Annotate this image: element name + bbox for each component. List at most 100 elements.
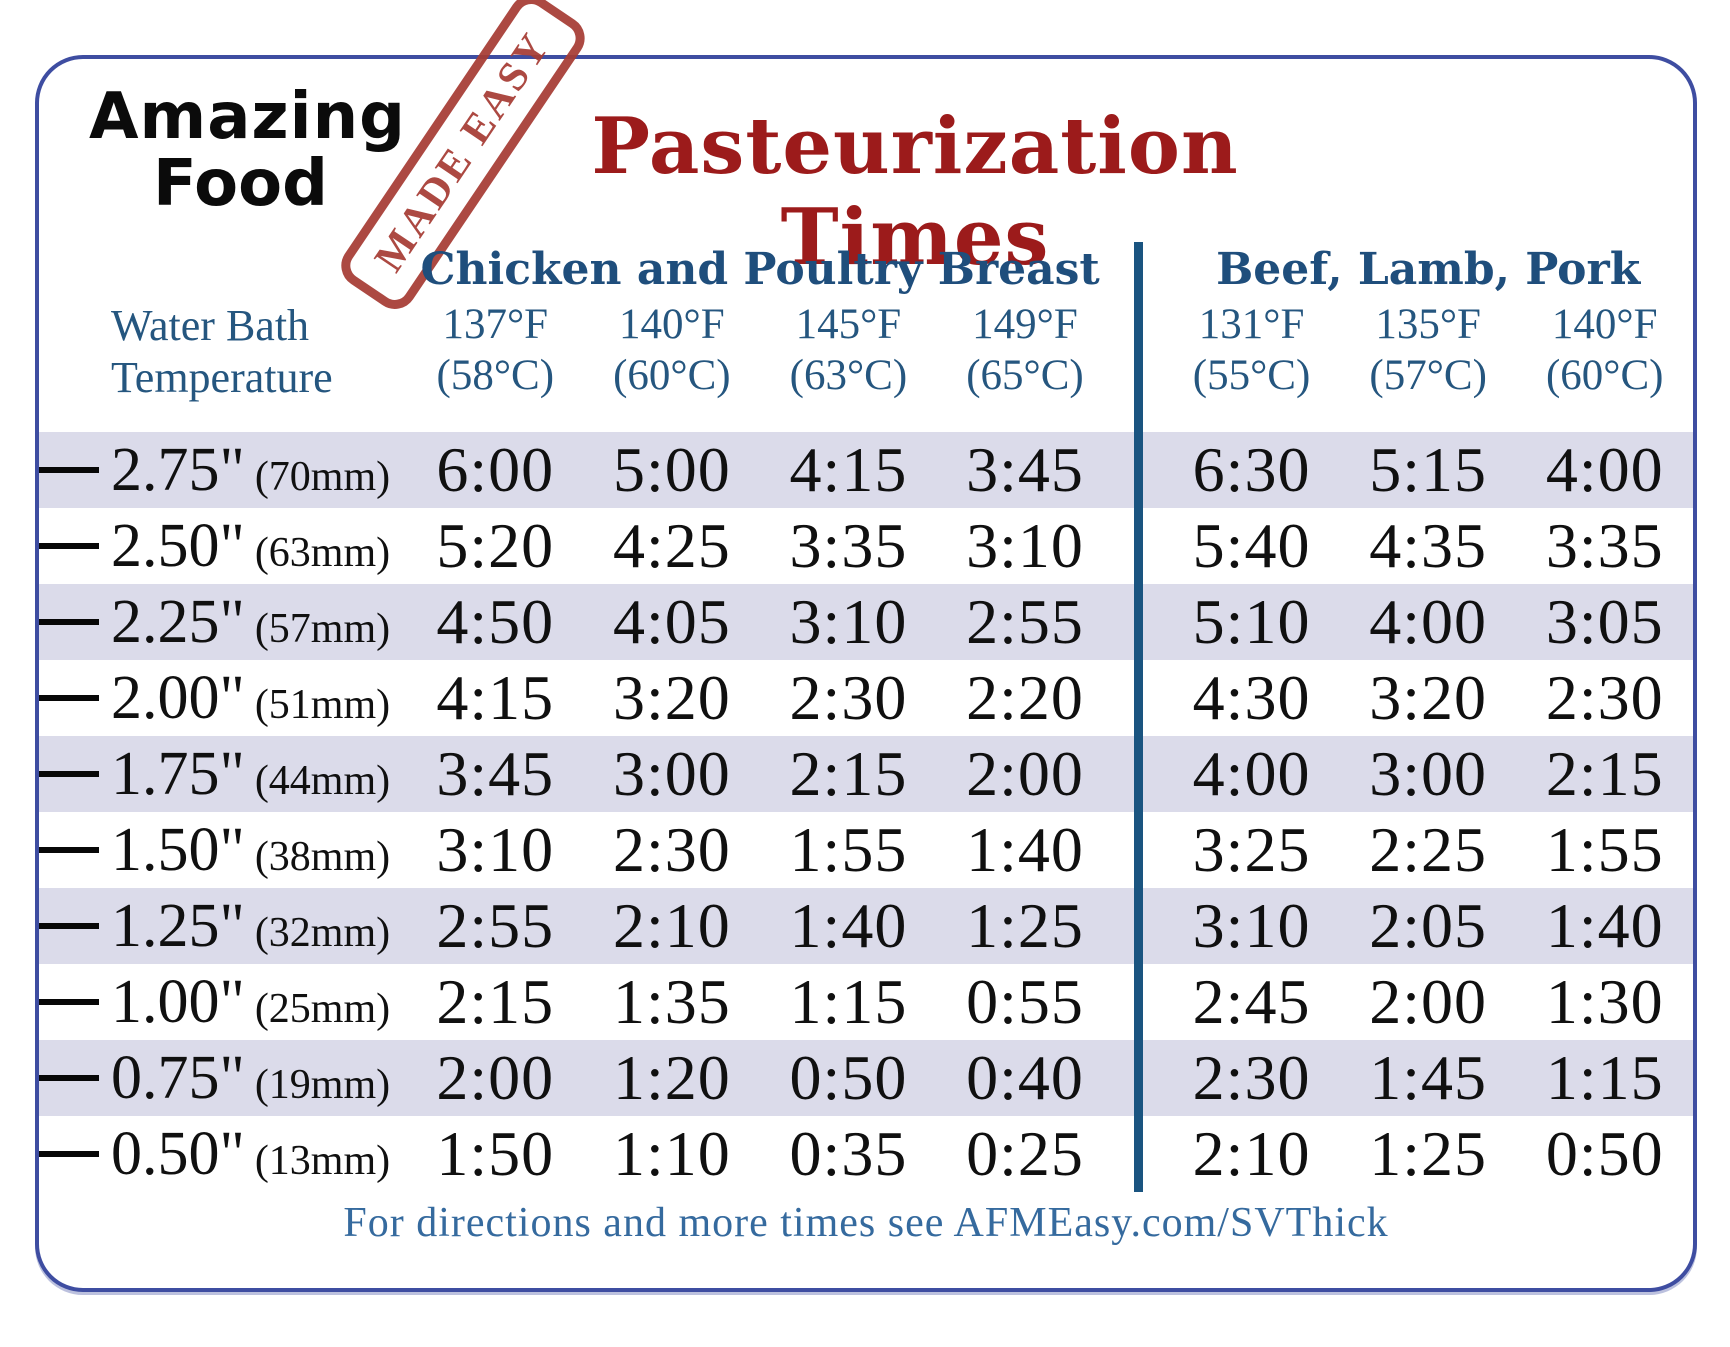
table-row: 2.75" (70mm) 6:00 5:00 4:15 3:45 6:30 5:… — [39, 432, 1693, 508]
pasteurization-card: Amazing Food MADE EASY Pasteurization Ti… — [35, 0, 1697, 1292]
beef-time-cell: 2:25 — [1369, 814, 1488, 885]
section-divider-line — [1133, 1116, 1143, 1192]
chicken-group-header: Chicken and Poultry Breast — [420, 243, 1100, 295]
beef-time-cell: 3:25 — [1192, 814, 1311, 885]
chicken-time-cell: 3:10 — [436, 814, 555, 885]
beef-time-cell: 2:30 — [1545, 662, 1664, 733]
table-row: 2.00" (51mm) 4:15 3:20 2:30 2:20 4:30 3:… — [39, 660, 1693, 736]
chicken-time-cell: 5:20 — [436, 510, 555, 581]
thickness-label: 1.50" — [111, 815, 245, 884]
temp-header-beef-1: 131°F (55°C) — [1163, 296, 1340, 401]
beef-time-cell: 2:45 — [1192, 966, 1311, 1037]
chicken-time-cell: 2:00 — [966, 738, 1084, 809]
divider-cell — [1113, 432, 1163, 508]
beef-time-cell: 3:00 — [1369, 738, 1488, 809]
thickness-tick-mark — [39, 1075, 99, 1081]
amazing-food-logo: Amazing Food — [89, 80, 406, 222]
beef-time-cell: 6:30 — [1192, 434, 1311, 505]
section-divider-line — [1133, 660, 1143, 736]
chicken-time-cell: 1:50 — [436, 1118, 555, 1189]
chicken-time-cell: 3:35 — [789, 510, 908, 581]
beef-time-cell: 1:45 — [1369, 1042, 1488, 1113]
divider-cell — [1113, 1040, 1163, 1116]
divider-cell — [1113, 584, 1163, 660]
temp-celsius: (60°C) — [613, 351, 731, 399]
chicken-time-cell: 3:45 — [966, 434, 1084, 505]
beef-time-cell: 1:30 — [1545, 966, 1664, 1037]
thickness-label: 1.00" — [111, 967, 245, 1036]
divider-cell — [1113, 888, 1163, 964]
logo-text-amazing: Amazing — [89, 80, 406, 154]
thickness-cell: 0.75" (19mm) — [39, 1043, 407, 1114]
thickness-label: 2.00" — [111, 663, 245, 732]
chicken-time-cell: 2:30 — [612, 814, 731, 885]
section-divider-line — [1133, 508, 1143, 584]
thickness-cell: 1.00" (25mm) — [39, 967, 407, 1038]
beef-time-cell: 4:00 — [1192, 738, 1311, 809]
section-divider-line — [1133, 736, 1143, 812]
thickness-mm-label: (51mm) — [254, 681, 391, 728]
thickness-label: 2.75" — [111, 435, 245, 504]
group-header-row: Chicken and Poultry Breast Beef, Lamb, P… — [39, 242, 1693, 296]
chicken-time-cell: 6:00 — [436, 434, 555, 505]
thickness-tick-mark — [39, 695, 99, 701]
thickness-label: 0.50" — [111, 1119, 245, 1188]
beef-time-cell: 2:30 — [1192, 1042, 1311, 1113]
thickness-cell: 2.00" (51mm) — [39, 663, 407, 734]
table-row: 2.50" (63mm) 5:20 4:25 3:35 3:10 5:40 4:… — [39, 508, 1693, 584]
temperature-header-row: Water Bath Temperature 137°F (58°C) 140°… — [39, 296, 1693, 432]
table-body: 2.75" (70mm) 6:00 5:00 4:15 3:45 6:30 5:… — [39, 432, 1693, 1192]
chicken-time-cell: 1:55 — [789, 814, 908, 885]
section-divider-line — [1133, 964, 1143, 1040]
chicken-time-cell: 0:25 — [966, 1118, 1084, 1189]
temp-celsius: (65°C) — [966, 351, 1084, 399]
thickness-tick-mark — [39, 619, 99, 625]
beef-group-header: Beef, Lamb, Pork — [1216, 243, 1641, 295]
thickness-tick-mark — [39, 999, 99, 1005]
temp-fahrenheit: 131°F — [1198, 301, 1305, 348]
water-bath-temperature-label: Water Bath Temperature — [39, 296, 407, 404]
chicken-time-cell: 1:10 — [612, 1118, 731, 1189]
beef-time-cell: 1:55 — [1545, 814, 1664, 885]
thickness-cell: 0.50" (13mm) — [39, 1119, 407, 1190]
chicken-time-cell: 4:15 — [789, 434, 908, 505]
beef-time-cell: 5:40 — [1192, 510, 1311, 581]
beef-time-cell: 5:10 — [1192, 586, 1311, 657]
table-row: 0.50" (13mm) 1:50 1:10 0:35 0:25 2:10 1:… — [39, 1116, 1693, 1192]
temp-fahrenheit: 140°F — [1551, 301, 1658, 348]
thickness-cell: 1.75" (44mm) — [39, 739, 407, 810]
temp-header-chicken-1: 137°F (58°C) — [407, 296, 584, 401]
chicken-time-cell: 2:55 — [436, 890, 555, 961]
chicken-time-cell: 2:55 — [966, 586, 1084, 657]
chicken-time-cell: 4:15 — [436, 662, 555, 733]
thickness-mm-label: (57mm) — [254, 605, 391, 652]
thickness-tick-mark — [39, 467, 99, 473]
section-divider-line — [1133, 242, 1143, 296]
section-divider-line — [1133, 296, 1143, 432]
chicken-time-cell: 1:25 — [966, 890, 1084, 961]
thickness-tick-mark — [39, 1151, 99, 1157]
chicken-time-cell: 0:40 — [966, 1042, 1084, 1113]
chicken-time-cell: 5:00 — [612, 434, 731, 505]
divider-cell — [1113, 296, 1163, 432]
divider-cell — [1113, 660, 1163, 736]
temp-header-chicken-3: 145°F (63°C) — [760, 296, 937, 401]
chicken-time-cell: 1:40 — [966, 814, 1084, 885]
thickness-tick-mark — [39, 923, 99, 929]
logo-text-food: Food — [153, 147, 328, 222]
chicken-time-cell: 0:55 — [966, 966, 1084, 1037]
thickness-mm-label: (70mm) — [254, 453, 391, 500]
thickness-tick-mark — [39, 543, 99, 549]
page-title: Pasteurization Times — [591, 101, 1239, 283]
water-bath-line2: Temperature — [111, 352, 333, 402]
chicken-time-cell: 3:00 — [612, 738, 731, 809]
chicken-time-cell: 1:20 — [612, 1042, 731, 1113]
beef-time-cell: 2:00 — [1369, 966, 1488, 1037]
divider-cell — [1113, 508, 1163, 584]
temp-fahrenheit: 145°F — [795, 301, 902, 348]
chicken-time-cell: 0:50 — [789, 1042, 908, 1113]
thickness-label: 1.75" — [111, 739, 245, 808]
table-row: 1.50" (38mm) 3:10 2:30 1:55 1:40 3:25 2:… — [39, 812, 1693, 888]
chicken-time-cell: 3:10 — [789, 586, 908, 657]
